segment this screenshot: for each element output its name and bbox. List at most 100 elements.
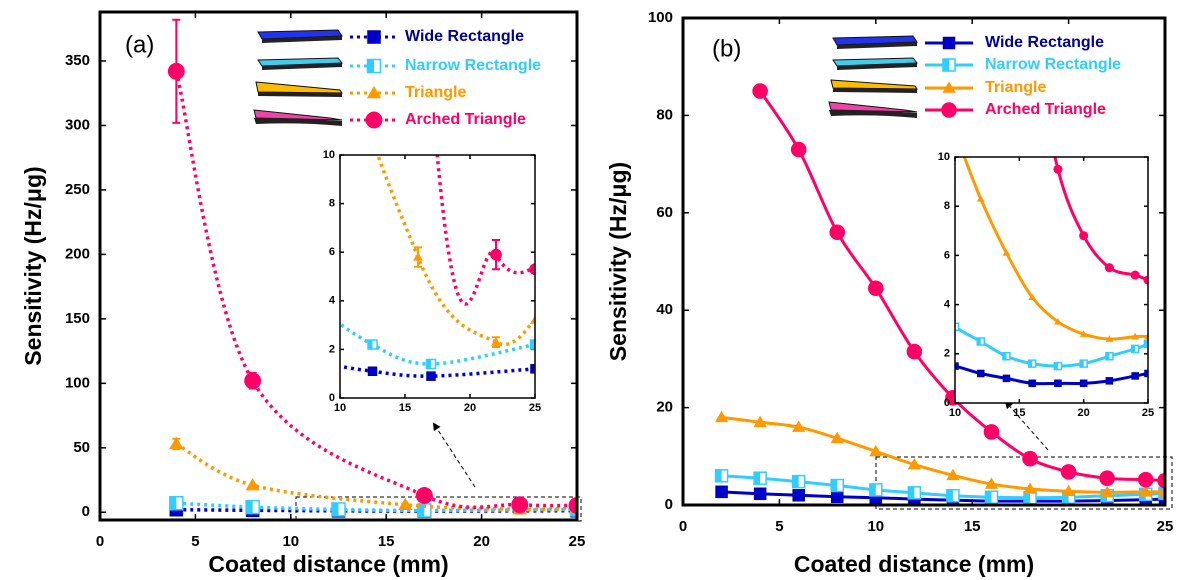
marker — [244, 372, 262, 390]
marker — [426, 371, 436, 381]
marker — [367, 366, 378, 377]
marker — [946, 468, 960, 481]
marker — [984, 477, 999, 489]
marker — [1137, 471, 1154, 488]
y-tick-label: 200 — [65, 245, 90, 262]
marker — [874, 264, 881, 271]
x-tick-label: 15 — [964, 518, 981, 535]
marker — [955, 362, 959, 370]
x-tick-label: 10 — [334, 402, 346, 414]
inset-bg — [955, 157, 1148, 403]
y-tick-label: 0 — [82, 503, 90, 520]
marker-half — [831, 479, 838, 492]
marker — [1053, 164, 1063, 174]
marker — [310, 296, 319, 305]
icon — [254, 118, 342, 126]
marker-half — [874, 264, 878, 271]
marker — [1028, 379, 1036, 388]
marker — [946, 488, 960, 503]
x-tick-label: 25 — [1157, 518, 1174, 535]
marker — [900, 281, 907, 288]
y-tick-label: 40 — [656, 301, 673, 318]
marker — [900, 6, 908, 13]
marker-half — [417, 503, 425, 517]
marker — [490, 248, 502, 261]
marker-half — [792, 475, 799, 488]
marker — [1143, 275, 1148, 285]
marker-half — [869, 483, 876, 496]
series-line — [340, 364, 535, 378]
marker — [169, 436, 184, 450]
legend-marker — [942, 58, 956, 72]
icon — [833, 88, 917, 93]
y-tick-label: 50 — [73, 439, 90, 456]
marker — [1023, 482, 1037, 494]
plot-area — [874, 6, 1148, 388]
legend-marker — [942, 36, 956, 50]
marker — [530, 364, 535, 374]
x-tick-label: 15 — [378, 533, 395, 550]
legend-icons — [253, 29, 919, 126]
marker-half — [946, 489, 953, 502]
marker — [367, 339, 378, 350]
marker — [829, 224, 846, 241]
marker — [714, 469, 729, 483]
inset-frame — [954, 156, 1149, 404]
marker — [1158, 485, 1165, 497]
marker — [1130, 344, 1140, 354]
y-tick-label: 80 — [656, 106, 673, 123]
legend-marker — [366, 58, 382, 74]
marker — [1105, 352, 1114, 361]
plot-frame — [98, 10, 579, 522]
marker-half — [169, 496, 177, 510]
y-tick-label: 4 — [329, 295, 336, 307]
marker-half — [1080, 360, 1084, 368]
y-tick-label: 300 — [65, 116, 90, 133]
marker — [1054, 317, 1062, 325]
marker — [790, 141, 807, 158]
marker — [955, 322, 960, 331]
marker-face — [900, 281, 907, 288]
icon — [253, 109, 343, 121]
legend-label: Arched Triangle — [985, 101, 1106, 118]
plot-frame — [681, 16, 1167, 507]
marker — [1027, 359, 1037, 368]
y-tick-label: 250 — [65, 181, 90, 198]
marker — [1100, 485, 1114, 498]
marker — [491, 337, 501, 346]
marker — [1144, 332, 1148, 340]
icon — [262, 36, 342, 43]
marker — [245, 499, 260, 515]
plot-area — [714, 83, 1165, 505]
marker-half — [977, 338, 981, 345]
marker — [1054, 379, 1062, 388]
y-tick-label: 0 — [944, 397, 950, 409]
icon — [258, 92, 342, 97]
marker — [1002, 374, 1011, 383]
y-tick-label: 2 — [944, 348, 950, 360]
marker — [1131, 372, 1139, 380]
marker-half — [332, 502, 339, 516]
marker-face — [926, 301, 933, 308]
legend-label: Wide Rectangle — [405, 28, 524, 45]
marker-half — [310, 296, 315, 305]
marker-face — [258, 223, 267, 232]
inset-frame — [339, 154, 536, 399]
marker — [1062, 484, 1076, 497]
marker-half — [754, 472, 761, 485]
marker-half — [367, 59, 374, 73]
legend-marker — [941, 102, 957, 118]
x-tick-label: 10 — [282, 533, 299, 550]
marker — [331, 502, 346, 517]
marker-half — [1002, 352, 1007, 360]
marker — [984, 490, 999, 504]
marker — [906, 343, 923, 360]
marker — [1105, 335, 1114, 342]
y-tick-label: 4 — [944, 299, 951, 311]
series-line — [375, 155, 535, 347]
marker — [1105, 377, 1114, 385]
y-tick-label: 350 — [65, 52, 90, 69]
series-line — [176, 501, 577, 513]
marker — [425, 358, 437, 370]
